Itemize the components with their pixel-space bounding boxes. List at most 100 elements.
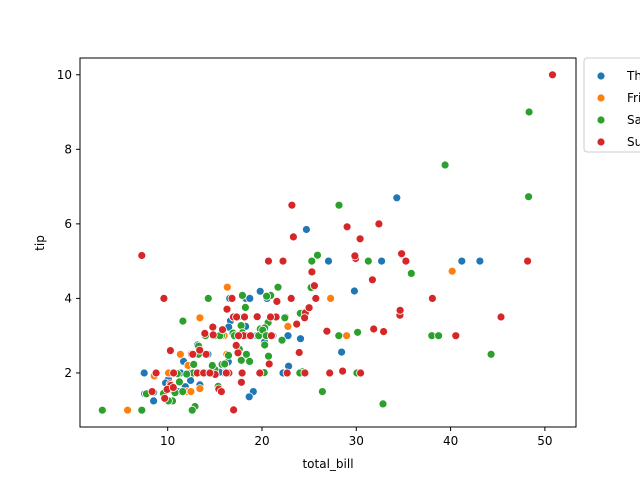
scatter-point-sat xyxy=(187,405,197,415)
scatter-point-sat xyxy=(273,282,283,292)
scatter-point-sat xyxy=(220,359,230,369)
legend-label-sat: Sat xyxy=(627,113,640,127)
scatter-point-sun xyxy=(307,267,317,277)
scatter-point-sun xyxy=(300,368,310,378)
y-tick-label: 6 xyxy=(64,217,72,231)
scatter-point-sun xyxy=(188,349,198,359)
scatter-point-sat xyxy=(264,351,273,361)
scatter-point-sun xyxy=(304,303,314,313)
scatter-point-fri xyxy=(222,282,232,292)
scatter-point-sun xyxy=(401,256,411,266)
scatter-point-sun xyxy=(287,200,297,210)
scatter-point-thur xyxy=(377,256,387,266)
scatter-point-sat xyxy=(178,316,188,326)
scatter-point-sun xyxy=(356,368,366,378)
scatter-point-sun xyxy=(205,368,215,378)
scatter-point-sun xyxy=(367,275,377,285)
scatter-point-sun xyxy=(311,293,321,303)
plot-frame xyxy=(79,57,577,428)
y-tick-label: 2 xyxy=(64,366,72,380)
scatter-point-sun xyxy=(322,326,332,336)
scatter-point-sat xyxy=(317,387,327,397)
scatter-point-sun xyxy=(231,340,241,350)
x-tick-label: 30 xyxy=(349,434,364,448)
scatter-point-sun xyxy=(229,405,239,415)
scatter-point-sun xyxy=(374,219,384,229)
scatter-point-sun xyxy=(200,328,210,338)
scatter-point-sun xyxy=(240,312,249,322)
scatter-point-sun xyxy=(369,324,379,334)
x-axis-label: total_bill xyxy=(302,457,353,471)
scatter-point-fri xyxy=(326,293,336,303)
legend-label-sun: Sun xyxy=(627,135,640,149)
scatter-point-sat xyxy=(406,268,416,278)
scatter-point-sun xyxy=(137,251,147,260)
scatter-point-sun xyxy=(237,368,247,378)
scatter-point-sun xyxy=(208,330,218,340)
scatter-point-sun xyxy=(195,345,205,355)
x-axis-ticks: 10 20 30 40 50 xyxy=(160,427,553,448)
scatter-point-sat xyxy=(182,369,192,379)
scatter-point-sun xyxy=(325,368,335,378)
scatter-point-sun xyxy=(218,325,227,335)
y-tick-label: 4 xyxy=(64,291,72,305)
scatter-point-sun xyxy=(496,312,506,322)
scatter-point-thur xyxy=(149,396,159,406)
scatter-point-sun xyxy=(427,293,437,303)
scatter-point-sun xyxy=(222,304,232,314)
scatter-point-thur xyxy=(475,256,485,266)
scatter-point-fri xyxy=(195,313,205,323)
scatter-point-sun xyxy=(232,312,242,322)
scatter-point-sat xyxy=(178,387,188,397)
scatter-point-sat xyxy=(524,107,534,117)
scatter-point-fri xyxy=(342,331,352,341)
scatter-point-sat xyxy=(313,250,322,260)
scatter-point-sun xyxy=(355,234,365,244)
scatter-point-thur xyxy=(283,331,293,341)
scatter-point-sat xyxy=(237,290,247,300)
scatter-point-sun xyxy=(523,256,532,266)
x-tick-label: 20 xyxy=(254,434,269,448)
scatter-point-sat xyxy=(334,331,344,341)
scatter-point-sun xyxy=(147,387,157,397)
scatter-point-sat xyxy=(189,359,199,369)
y-axis-label: tip xyxy=(33,235,47,251)
scatter-point-sun xyxy=(246,331,255,341)
scatter-point-fri xyxy=(175,349,185,359)
scatter-point-sun xyxy=(292,319,302,329)
scatter-point-thur xyxy=(301,225,311,234)
scatter-point-sun xyxy=(160,393,170,403)
legend-label-fri: Fri xyxy=(627,91,640,105)
legend: Thur Fri Sat Sun xyxy=(583,57,640,153)
legend-marker-fri xyxy=(596,93,606,103)
scatter-point-sat xyxy=(486,349,496,359)
scatter-point-sun xyxy=(165,346,175,356)
scatter-point-thur xyxy=(245,293,255,303)
scatter-point-sun xyxy=(208,322,218,332)
scatter-point-sun xyxy=(264,256,273,266)
scatter-point-sun xyxy=(266,312,275,322)
scatter-point-sat xyxy=(363,256,373,266)
y-tick-label: 10 xyxy=(57,68,72,82)
points-layer xyxy=(97,70,557,415)
scatter-point-thur xyxy=(255,286,265,296)
scatter-point-sun xyxy=(201,349,211,359)
scatter-point-sun xyxy=(300,313,310,323)
scatter-point-sun xyxy=(379,327,389,337)
scatter-point-fri xyxy=(283,321,293,331)
scatter-point-thur xyxy=(296,334,305,344)
scatter-point-fri xyxy=(123,405,132,415)
scatter-point-thur xyxy=(337,347,347,357)
scatter-point-sat xyxy=(236,321,246,331)
scatter-point-sun xyxy=(233,348,243,358)
scatter-point-sat xyxy=(334,200,344,210)
scatter-point-sun xyxy=(264,359,274,369)
scatter-point-sun xyxy=(294,348,304,357)
scatter-point-sat xyxy=(240,302,250,312)
scatter-point-sun xyxy=(309,281,319,291)
scatter-point-sat xyxy=(378,399,388,409)
scatter-point-fri xyxy=(447,266,457,276)
scatter-point-sun xyxy=(288,232,298,242)
scatter-point-sun xyxy=(236,377,246,387)
